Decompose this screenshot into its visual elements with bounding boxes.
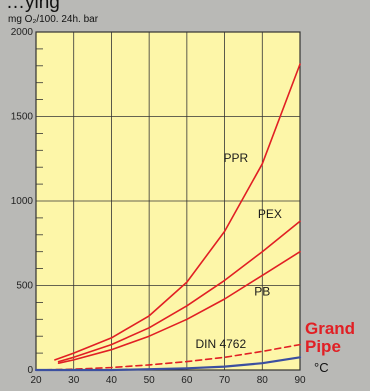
y-tick-label: 1500 — [11, 112, 34, 123]
series-line-pex — [57, 220, 301, 363]
x-axis-unit: °C — [314, 360, 329, 375]
series-line-pb — [57, 250, 301, 365]
x-tick-label: 80 — [257, 375, 269, 386]
brand-label-grand: Grand — [305, 319, 355, 338]
curve-label-pb: PB — [254, 285, 270, 299]
x-tick-label: 40 — [106, 375, 118, 386]
curve-labels: PPR PEX PB DIN 4762 — [195, 151, 281, 351]
x-tick-label: 60 — [181, 375, 193, 386]
y-tick-label: 0 — [27, 365, 33, 376]
chart-title-fragment: …ying — [6, 0, 60, 13]
curve-label-din-4762: DIN 4762 — [195, 337, 246, 351]
series-line-grand-pipe — [34, 356, 302, 372]
y-tick-label: 500 — [16, 281, 33, 292]
y-axis-label: mg O₂/100. 24h. bar — [8, 14, 99, 25]
x-tick-label: 70 — [219, 375, 231, 386]
y-tick-label: 1000 — [11, 196, 34, 207]
brand-label-pipe: Pipe — [305, 337, 341, 356]
x-tick-label: 30 — [68, 375, 80, 386]
series-group — [34, 63, 302, 372]
series-line-ppr — [54, 63, 301, 361]
x-tick-label: 90 — [294, 375, 306, 386]
curve-label-ppr: PPR — [224, 151, 249, 165]
y-tick-label: 2000 — [11, 27, 34, 38]
curve-label-pex: PEX — [258, 207, 282, 221]
x-tick-label: 20 — [30, 375, 42, 386]
x-tick-label: 50 — [144, 375, 156, 386]
axis-ticks: 20 30 40 50 60 70 80 90 0 500 1000 1500 2000 — [11, 27, 306, 386]
